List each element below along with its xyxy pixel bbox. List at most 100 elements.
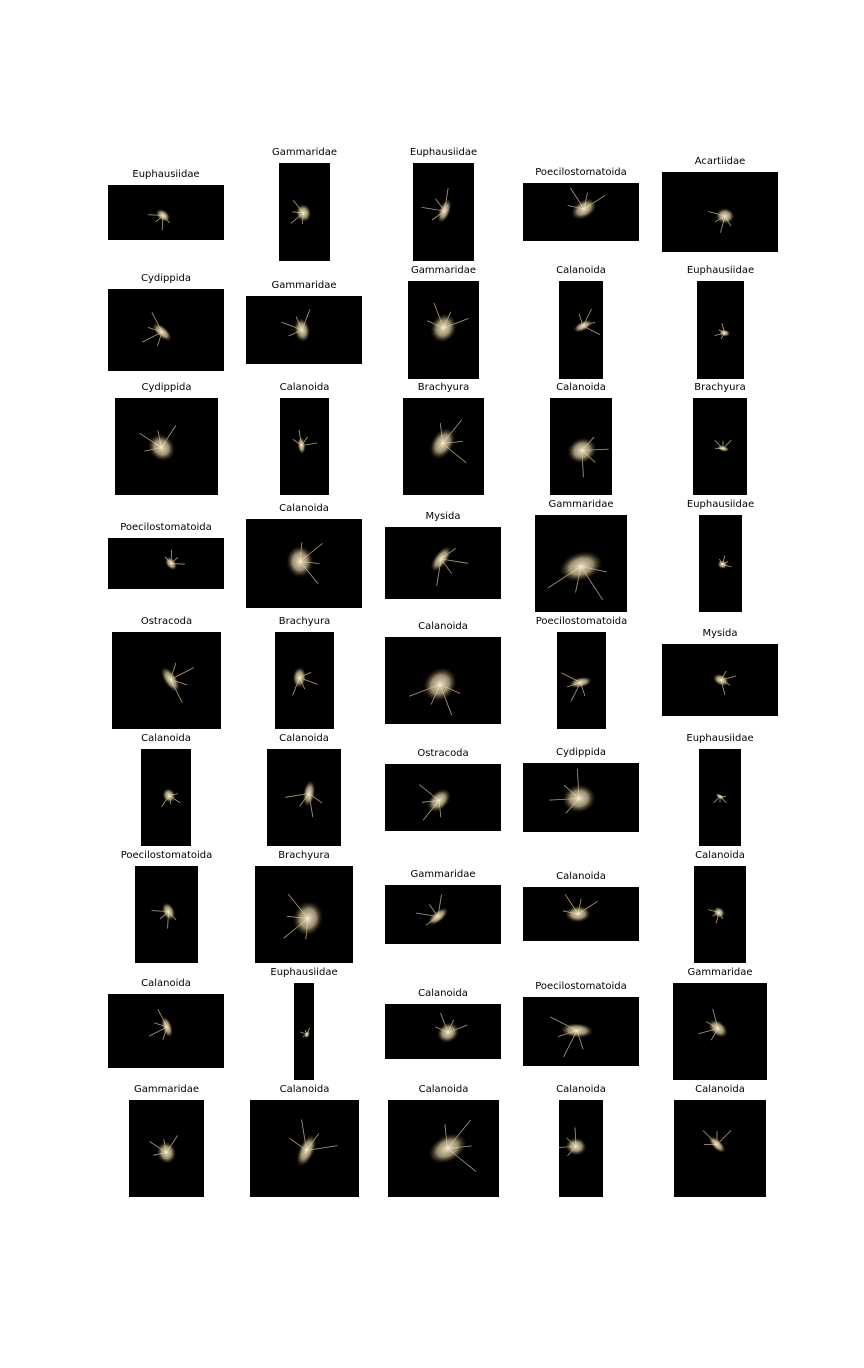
image-cell: Calanoida: [385, 621, 501, 724]
image-cell: Calanoida: [556, 265, 606, 379]
image-label: Calanoida: [279, 503, 329, 514]
plankton-thumbnail: [294, 983, 314, 1080]
plankton-thumbnail: [280, 398, 329, 495]
plankton-thumbnail: [559, 1100, 603, 1197]
image-cell: Calanoida: [267, 733, 341, 846]
image-cell: Gammaridae: [408, 265, 479, 379]
plankton-thumbnail: [523, 997, 639, 1066]
image-label: Calanoida: [418, 988, 468, 999]
image-cell: Cydippida: [523, 747, 639, 832]
image-cell: Gammaridae: [673, 967, 767, 1080]
plankton-thumbnail: [699, 749, 741, 846]
image-cell: Calanoida: [674, 1084, 766, 1197]
image-label: Calanoida: [418, 621, 468, 632]
image-label: Euphausiidae: [686, 733, 754, 744]
plankton-thumbnail: [385, 764, 501, 831]
image-cell: Poecilostomatoida: [523, 167, 639, 241]
plankton-thumbnail: [388, 1100, 499, 1197]
image-label: Euphausiidae: [686, 499, 755, 510]
plankton-thumbnail: [674, 1100, 766, 1197]
plankton-thumbnail: [550, 398, 612, 495]
image-label: Brachyura: [417, 382, 470, 393]
plankton-thumbnail: [135, 866, 198, 963]
image-label: Gammaridae: [548, 499, 614, 510]
image-label: Brachyura: [278, 616, 331, 627]
image-cell: Gammaridae: [535, 499, 627, 612]
image-cell: Euphausiidae: [108, 169, 224, 240]
plankton-thumbnail: [403, 398, 484, 495]
plankton-thumbnail: [141, 749, 191, 846]
plankton-thumbnail: [108, 994, 224, 1068]
image-label: Cydippida: [141, 382, 192, 393]
image-label: Cydippida: [556, 747, 606, 758]
image-label: Gammaridae: [687, 967, 753, 978]
plankton-thumbnail: [523, 183, 639, 241]
image-cell: Poecilostomatoida: [121, 850, 212, 963]
image-cell: Poecilostomatoida: [108, 522, 224, 589]
image-cell: Gammaridae: [129, 1084, 204, 1197]
plankton-thumbnail: [385, 885, 501, 944]
plankton-thumbnail: [385, 1004, 501, 1059]
plankton-thumbnail: [697, 281, 744, 379]
image-cell: Poecilostomatoida: [536, 616, 627, 729]
image-cell: Calanoida: [280, 382, 329, 495]
image-label: Calanoida: [279, 382, 330, 393]
plankton-thumbnail: [385, 527, 501, 599]
image-cell: Poecilostomatoida: [523, 981, 639, 1066]
image-cell: Cydippida: [108, 273, 224, 371]
plankton-thumbnail: [275, 632, 334, 729]
plankton-thumbnail: [523, 763, 639, 832]
image-cell: Mysida: [385, 511, 501, 599]
image-cell: Calanoida: [141, 733, 191, 846]
plankton-thumbnail: [693, 398, 747, 495]
image-label: Calanoida: [695, 1084, 745, 1095]
image-label: Calanoida: [556, 871, 606, 882]
plankton-thumbnail: [413, 163, 474, 261]
image-cell: Brachyura: [403, 382, 484, 495]
image-label: Calanoida: [556, 265, 606, 276]
plankton-thumbnail: [662, 172, 778, 252]
image-cell: Ostracoda: [112, 616, 221, 729]
image-cell: Brachyura: [693, 382, 747, 495]
plankton-thumbnail: [662, 644, 778, 716]
image-label: Ostracoda: [417, 748, 469, 759]
image-label: Poecilostomatoida: [535, 981, 627, 992]
plankton-thumbnail: [673, 983, 767, 1080]
image-cell: Euphausiidae: [687, 499, 754, 612]
image-label: Euphausiidae: [132, 169, 200, 180]
plankton-thumbnail: [267, 749, 341, 846]
image-cell: Calanoida: [550, 382, 612, 495]
image-label: Calanoida: [695, 850, 745, 861]
plankton-thumbnail: [523, 887, 639, 941]
image-cell: Calanoida: [388, 1084, 499, 1197]
plankton-thumbnail: [246, 519, 362, 608]
image-cell: Cydippida: [115, 382, 218, 495]
image-label: Mysida: [702, 628, 738, 639]
plankton-thumbnail: [108, 538, 224, 589]
image-cell: Calanoida: [523, 871, 639, 941]
image-label: Poecilostomatoida: [535, 167, 627, 178]
image-cell: Brachyura: [275, 616, 334, 729]
image-label: Gammaridae: [410, 869, 476, 880]
image-cell: Calanoida: [250, 1084, 359, 1197]
image-label: Gammaridae: [271, 147, 337, 158]
image-cell: Euphausiidae: [687, 265, 754, 379]
plankton-thumbnail: [112, 632, 221, 729]
plankton-thumbnail: [250, 1100, 359, 1197]
image-label: Euphausiidae: [686, 265, 755, 276]
image-label: Ostracoda: [140, 616, 193, 627]
image-cell: Brachyura: [255, 850, 353, 963]
image-cell: Acartiidae: [662, 156, 778, 252]
plankton-thumbnail: [108, 289, 224, 371]
image-label: Poecilostomatoida: [535, 616, 628, 627]
image-label: Poecilostomatoida: [120, 850, 213, 861]
image-cell: Gammaridae: [246, 280, 362, 364]
image-label: Calanoida: [279, 733, 329, 744]
plankton-thumbnail: [559, 281, 603, 379]
plankton-thumbnail: [557, 632, 606, 729]
image-cell: Gammaridae: [385, 869, 501, 944]
plankton-thumbnail: [115, 398, 218, 495]
image-cell: Calanoida: [246, 503, 362, 608]
image-label: Euphausiidae: [409, 147, 478, 158]
